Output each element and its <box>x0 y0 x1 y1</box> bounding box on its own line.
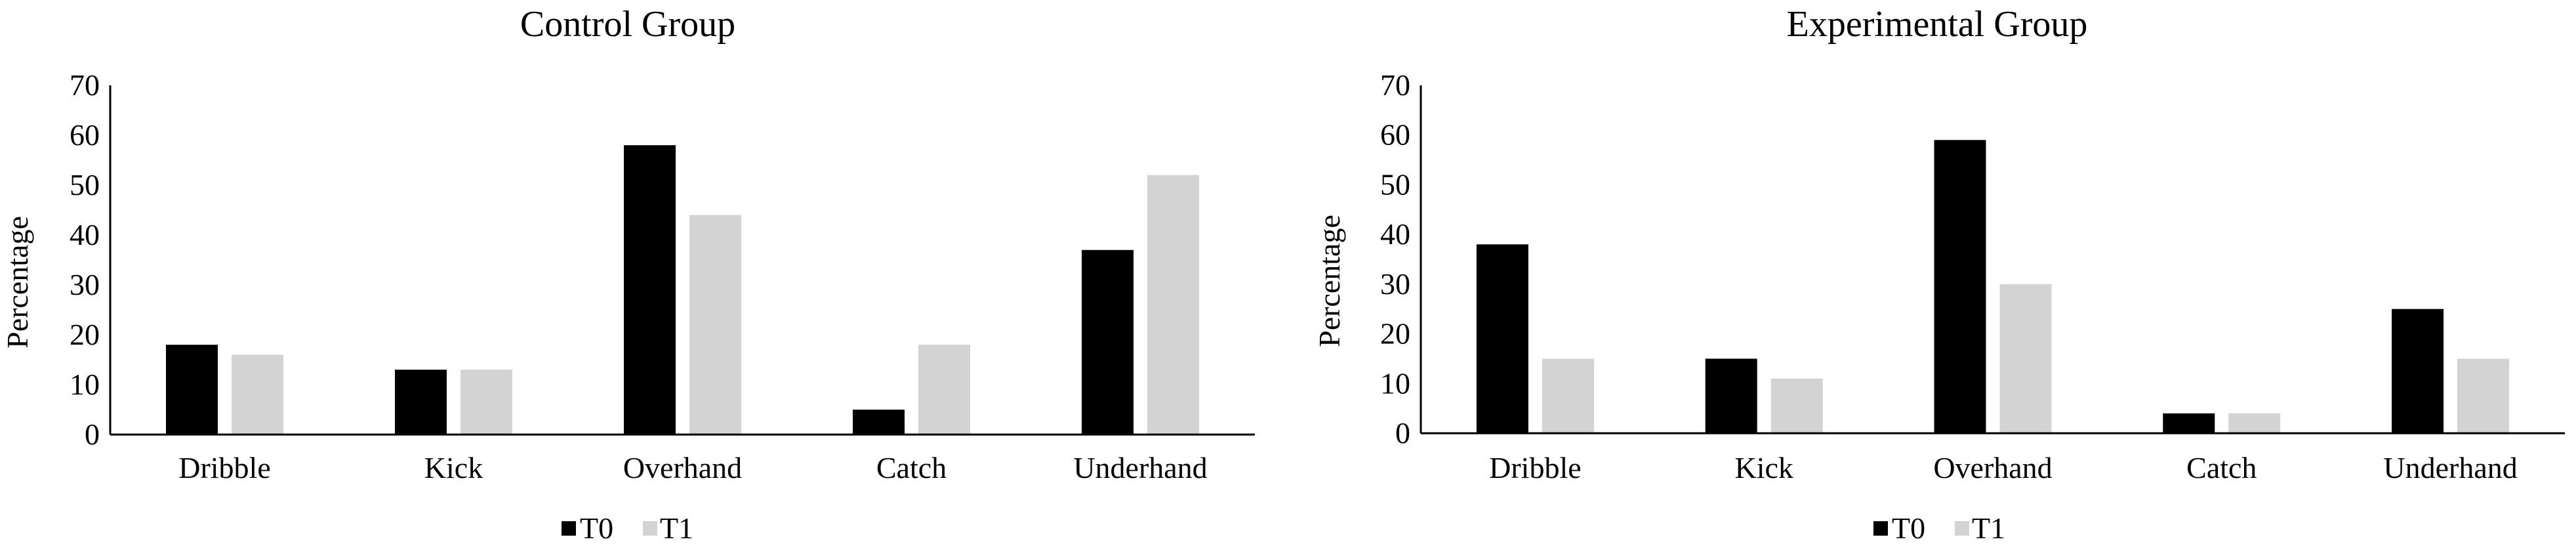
bar-t1-overhand <box>689 215 741 435</box>
bar-t0-kick <box>1705 358 1757 433</box>
bar-t0-catch <box>2163 413 2215 433</box>
x-category-label: Catch <box>2186 451 2257 484</box>
x-category-labels: Dribble Kick Overhand Catch Underhand <box>1489 451 2518 484</box>
x-category-label: Catch <box>876 451 947 484</box>
y-tick-label: 20 <box>70 318 100 351</box>
x-category-label: Overhand <box>1933 451 2052 484</box>
x-category-labels: Dribble Kick Overhand Catch Underhand <box>178 451 1207 484</box>
y-tick-labels: 0 10 20 30 40 50 60 70 <box>1380 68 1410 450</box>
bar-t0-catch <box>853 410 905 435</box>
x-category-label: Dribble <box>1489 451 1582 484</box>
y-tick-label: 30 <box>1380 267 1410 301</box>
chart-control-group: Control Group Percentage 0 10 20 30 40 50 60 70… <box>1 4 1255 545</box>
bar-t1-overhand <box>1999 284 2052 433</box>
bar-t0-kick <box>395 370 447 435</box>
legend: T0 T1 <box>1873 511 2005 545</box>
bar-t1-dribble <box>1542 358 1594 433</box>
y-tick-label: 70 <box>70 68 100 102</box>
legend-label-t1: T1 <box>1972 511 2005 545</box>
bar-t0-underhand <box>2392 309 2444 433</box>
y-tick-label: 60 <box>1380 118 1410 152</box>
bar-t0-dribble <box>1476 244 1528 433</box>
bar-t1-underhand <box>2457 358 2510 433</box>
x-category-label: Underhand <box>1073 451 1207 484</box>
y-tick-labels: 0 10 20 30 40 50 60 70 <box>70 68 100 451</box>
y-tick-label: 10 <box>70 368 100 401</box>
y-tick-label: 10 <box>1380 366 1410 400</box>
y-tick-label: 40 <box>1380 217 1410 251</box>
legend-label-t0: T0 <box>580 511 613 545</box>
bar-t0-dribble <box>166 345 218 435</box>
y-tick-label: 0 <box>1395 416 1410 450</box>
x-category-label: Underhand <box>2383 451 2517 484</box>
legend-swatch-t0 <box>1873 521 1888 536</box>
bar-t1-kick <box>1770 378 1823 433</box>
y-tick-label: 60 <box>70 118 100 152</box>
bar-t0-overhand <box>1934 140 1986 434</box>
y-tick-label: 50 <box>1380 167 1410 201</box>
bar-t1-underhand <box>1147 175 1199 435</box>
x-category-label: Dribble <box>178 451 271 484</box>
legend-label-t1: T1 <box>660 511 693 545</box>
bar-t1-dribble <box>232 354 283 435</box>
x-category-label: Overhand <box>623 451 742 484</box>
bar-t1-catch <box>2228 413 2281 433</box>
legend-swatch-t0 <box>562 521 576 536</box>
bar-t1-kick <box>460 370 512 435</box>
y-tick-label: 40 <box>70 218 100 251</box>
legend: T0 T1 <box>562 511 693 545</box>
bars <box>166 145 1199 435</box>
chart-title: Experimental Group <box>1787 4 2088 45</box>
y-tick-label: 0 <box>85 417 100 451</box>
y-tick-label: 70 <box>1380 68 1410 102</box>
bar-t1-catch <box>918 345 970 435</box>
bar-t0-underhand <box>1082 249 1134 435</box>
y-tick-label: 20 <box>1380 317 1410 351</box>
y-tick-label: 50 <box>70 168 100 202</box>
x-category-label: Kick <box>424 451 483 484</box>
bars <box>1476 140 2510 434</box>
y-axis-label: Percentage <box>1313 215 1346 347</box>
legend-swatch-t1 <box>1955 521 1969 536</box>
legend-swatch-t1 <box>643 521 657 536</box>
chart-title: Control Group <box>520 4 735 45</box>
legend-label-t0: T0 <box>1892 511 1925 545</box>
x-category-label: Kick <box>1734 451 1793 484</box>
y-tick-label: 30 <box>70 268 100 301</box>
y-axis-label: Percentage <box>1 216 34 349</box>
bar-t0-overhand <box>624 145 676 435</box>
chart-experimental-group: Experimental Group Percentage 0 10 20 30 40 5… <box>1313 4 2565 545</box>
